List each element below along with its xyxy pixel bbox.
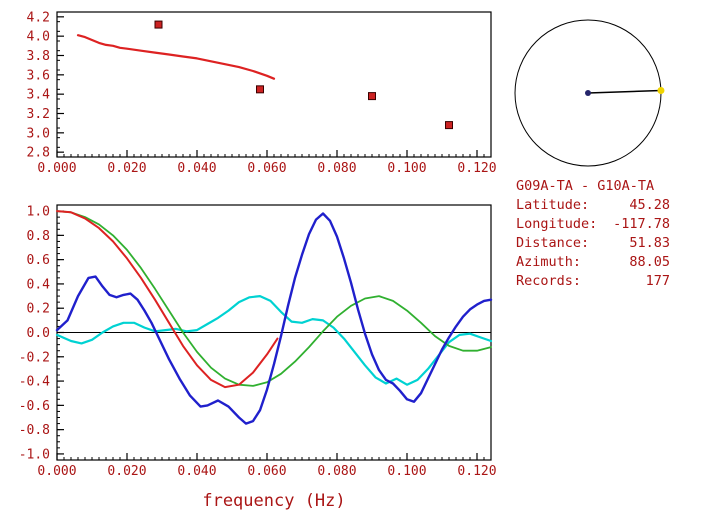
longitude-label: Longitude: [516,216,598,232]
info-row-longitude: Longitude: -117.78 [516,215,670,234]
azimuth-end-dot [657,87,665,95]
svg-text:3.0: 3.0 [27,126,50,141]
cyan-series [55,294,493,386]
svg-text:3.8: 3.8 [27,49,50,64]
x-axis-label: frequency (Hz) [202,491,345,511]
tick-labels: 0.000 0.020 0.040 0.060 0.080 0.100 0.120 2.8 3.… [27,10,497,176]
blue-series [55,212,493,425]
azimuth-value: 88.05 [629,254,670,270]
svg-text:0.040: 0.040 [177,161,216,176]
svg-text:0.0: 0.0 [27,326,50,341]
longitude-value: -117.78 [613,216,670,232]
info-row-distance: Distance: 51.83 [516,234,670,253]
svg-text:-1.0: -1.0 [19,447,50,462]
red-series [56,210,279,389]
distance-value: 51.83 [629,235,670,251]
svg-text:4.0: 4.0 [27,30,50,45]
azimuth-line [587,89,661,94]
svg-text:0.020: 0.020 [107,464,146,479]
svg-text:0.080: 0.080 [317,161,356,176]
svg-text:0.100: 0.100 [387,161,426,176]
svg-text:0.120: 0.120 [457,464,496,479]
latitude-value: 45.28 [629,197,670,213]
waveform-chart: 0.000 0.020 0.040 0.060 0.080 0.100 0.120 -1.0 -… [19,204,497,511]
info-row-azimuth: Azimuth: 88.05 [516,253,670,272]
svg-text:0.080: 0.080 [317,464,356,479]
svg-text:-0.6: -0.6 [19,399,50,414]
svg-text:4.2: 4.2 [27,10,50,25]
svg-text:0.4: 0.4 [27,277,51,292]
green-series [56,210,492,387]
svg-text:0.040: 0.040 [177,464,216,479]
distance-label: Distance: [516,235,590,251]
svg-text:0.2: 0.2 [27,302,50,317]
svg-text:2.8: 2.8 [27,146,50,161]
azimuth-label: Azimuth: [516,254,582,270]
records-value: 177 [645,273,670,289]
svg-text:0.000: 0.000 [37,464,76,479]
records-label: Records: [516,273,582,289]
dispersion-curve [76,34,276,80]
svg-text:0.060: 0.060 [247,161,286,176]
azimuth-compass [514,19,665,167]
svg-text:3.2: 3.2 [27,107,50,122]
info-row-records: Records: 177 [516,272,670,291]
axis-ticks [56,11,492,158]
dispersion-picks [154,20,453,130]
latitude-label: Latitude: [516,197,590,213]
svg-text:-0.4: -0.4 [19,375,50,390]
svg-text:0.8: 0.8 [27,229,50,244]
svg-text:-0.8: -0.8 [19,423,50,438]
svg-text:3.6: 3.6 [27,68,50,83]
svg-text:0.120: 0.120 [457,161,496,176]
svg-text:0.000: 0.000 [37,161,76,176]
series [76,20,453,130]
svg-text:1.0: 1.0 [27,205,50,220]
svg-text:3.4: 3.4 [27,88,51,103]
svg-text:0.6: 0.6 [27,253,50,268]
tick-labels: 0.000 0.020 0.040 0.060 0.080 0.100 0.120 -1.0 -… [19,205,497,479]
phase-velocity-chart: 0.000 0.020 0.040 0.060 0.080 0.100 0.120 2.8 3.… [27,10,497,176]
svg-text:-0.2: -0.2 [19,350,50,365]
station-info-panel: G09A-TA - G10A-TA Latitude: 45.28 Longitu… [516,177,670,291]
station-pair-label: G09A-TA - G10A-TA [516,178,655,194]
plot-frame [56,204,492,461]
station-center-dot [585,90,591,96]
svg-text:0.020: 0.020 [107,161,146,176]
svg-text:0.060: 0.060 [247,464,286,479]
info-row-latitude: Latitude: 45.28 [516,196,670,215]
plot-frame [56,11,492,158]
svg-text:0.100: 0.100 [387,464,426,479]
series [55,210,493,425]
